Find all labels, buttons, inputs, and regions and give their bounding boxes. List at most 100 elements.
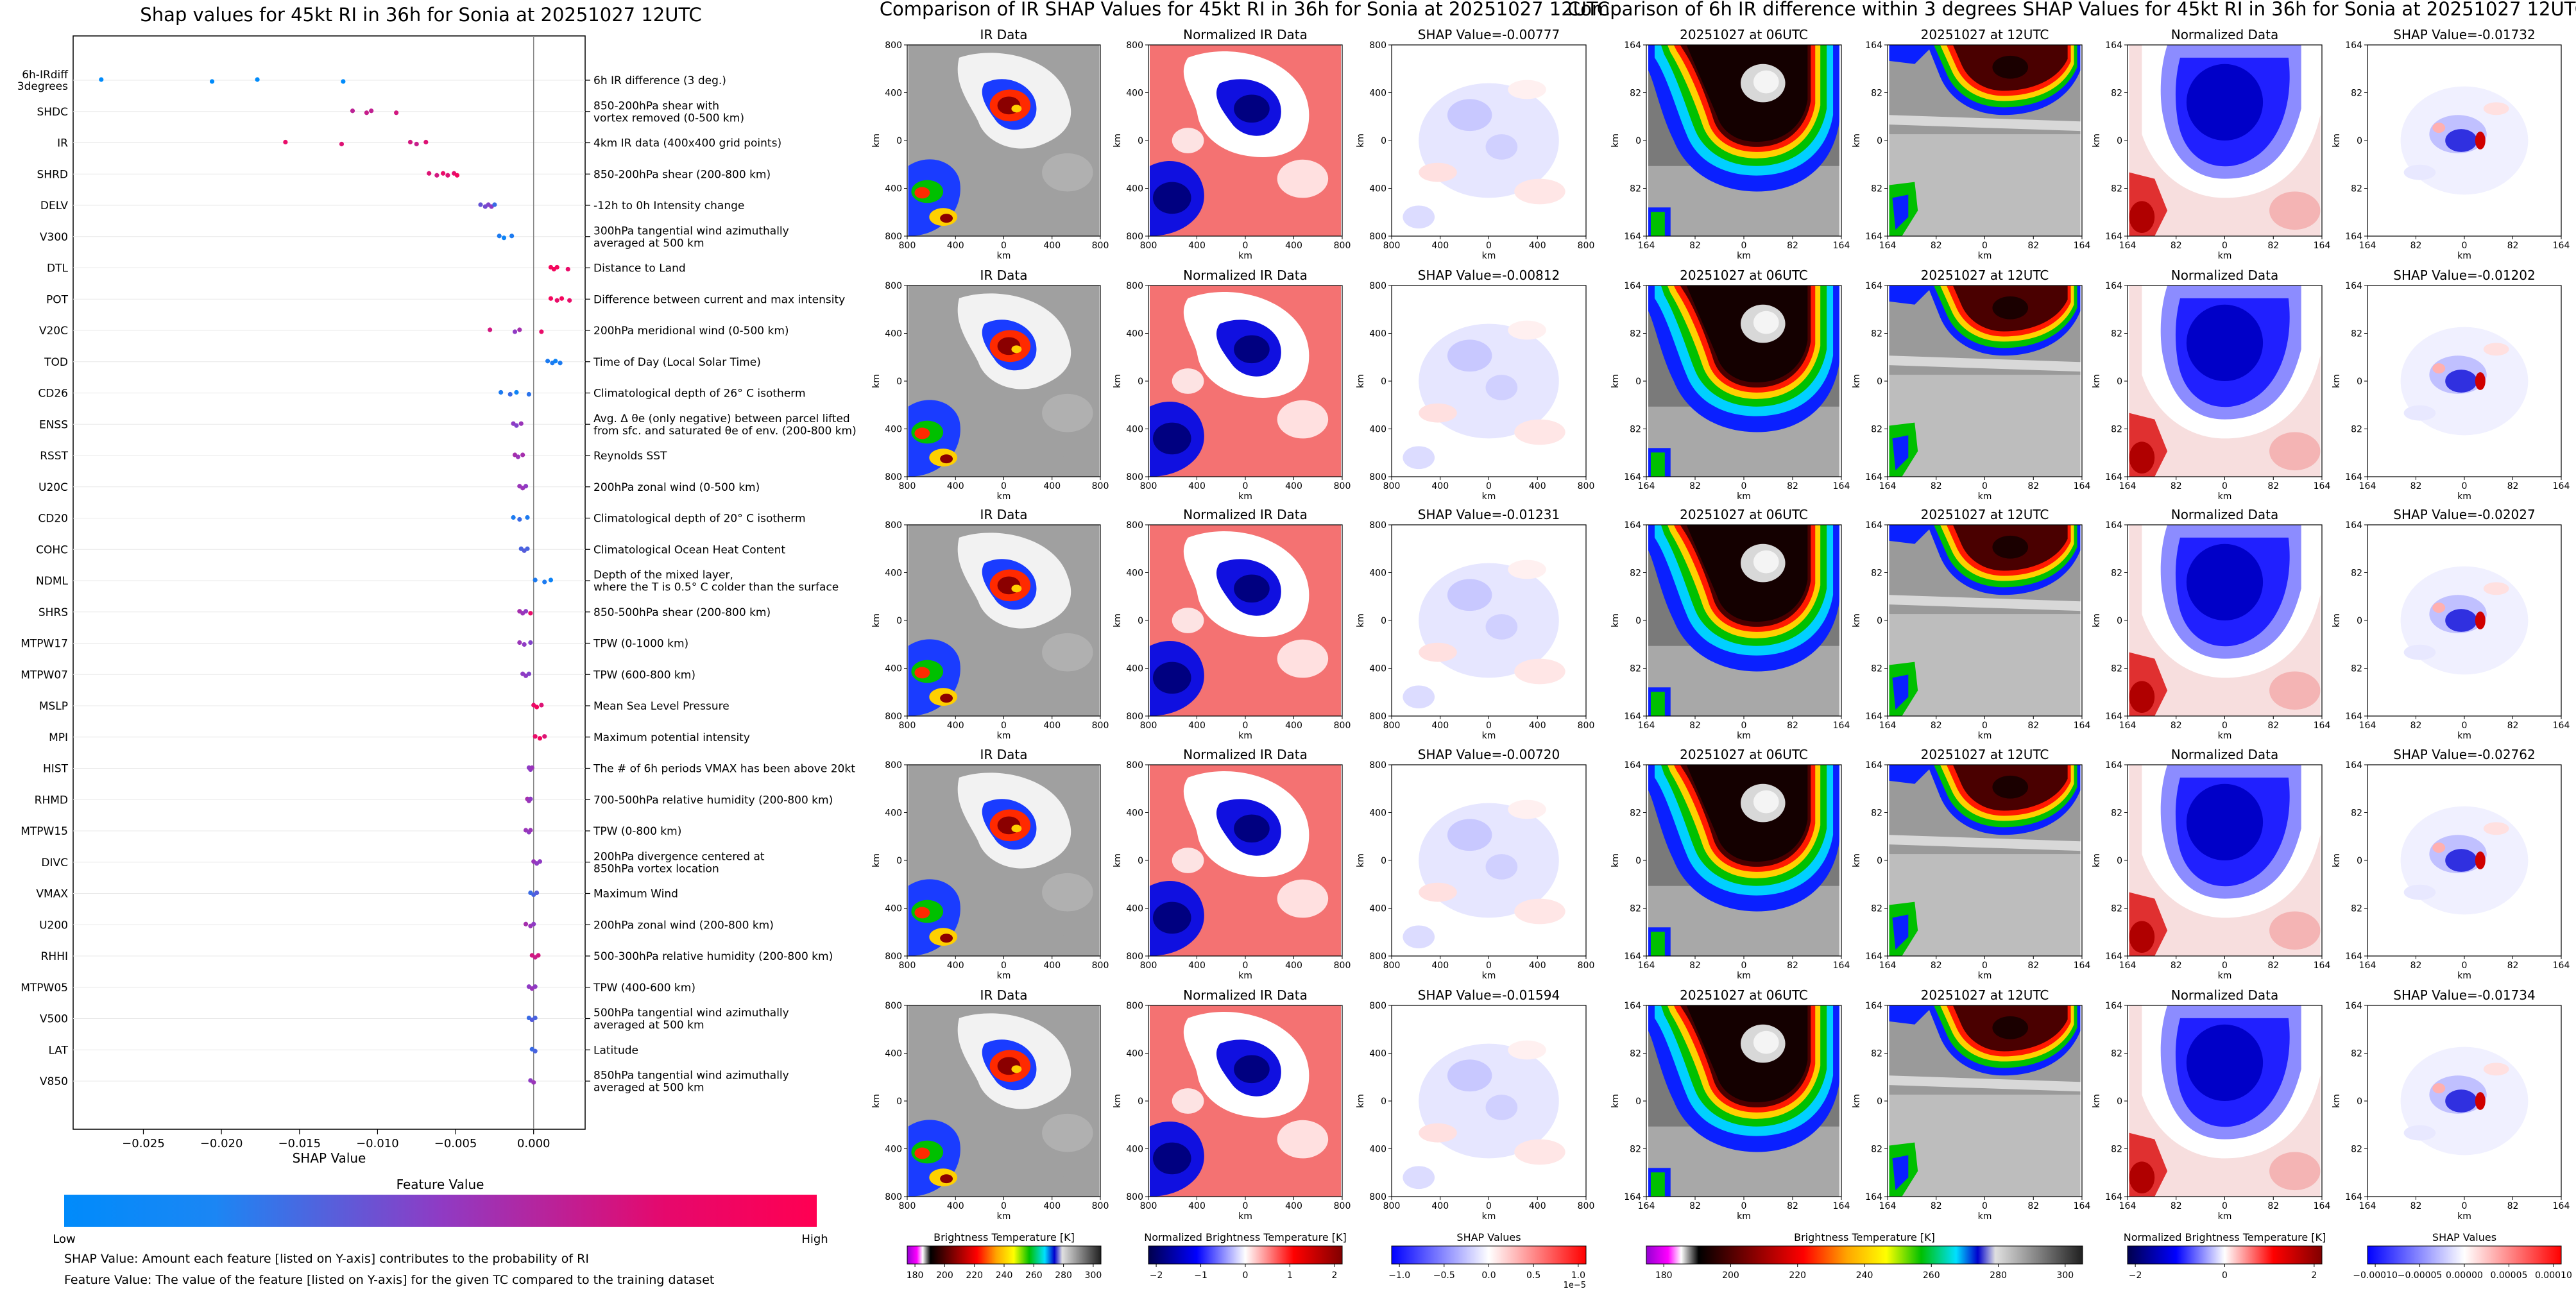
x-tick-label: 0 xyxy=(1982,960,1988,971)
y-tick-label: 164 xyxy=(1624,40,1641,51)
figure-titles: Shap values for 45kt RI in 36h for Sonia… xyxy=(140,0,2576,26)
x-tick-label: −0.010 xyxy=(356,1137,399,1150)
y-tick-label: 0 xyxy=(1138,616,1143,626)
x-tick-label: 82 xyxy=(2171,241,2182,251)
y-tick-label: 400 xyxy=(885,904,902,914)
x-tick-label: 0 xyxy=(1001,721,1007,731)
x-tick-label: 164 xyxy=(2074,721,2091,731)
y-tick-label: 800 xyxy=(885,40,902,51)
y-tick-label: 400 xyxy=(1369,664,1386,674)
x-tick-label: 82 xyxy=(2267,721,2279,731)
x-tick-label: 0 xyxy=(2462,1201,2468,1211)
diff-col3-image xyxy=(2369,1005,2560,1197)
x-axis-label: km xyxy=(1978,251,1992,261)
y-tick-label: 800 xyxy=(1369,520,1386,531)
y-tick-label: 0 xyxy=(1877,377,1882,387)
y-tick-label: 164 xyxy=(1624,1001,1641,1011)
y-tick-label: 164 xyxy=(2345,232,2362,242)
y-tick-label: 400 xyxy=(1126,425,1143,435)
x-axis-label: km xyxy=(1482,1211,1496,1222)
diff-col0-image xyxy=(1648,45,1839,236)
x-tick-label: 400 xyxy=(947,241,964,251)
y-tick-label: 0 xyxy=(2357,136,2362,146)
x-tick-label: 82 xyxy=(1787,960,1798,971)
x-tick-label: 800 xyxy=(1578,960,1595,971)
y-tick-label: 164 xyxy=(2345,281,2362,291)
shap-point xyxy=(554,264,559,270)
x-tick-label: 164 xyxy=(2119,960,2137,971)
feature-description: from sfc. and saturated θe of env. (200-… xyxy=(593,425,857,438)
x-tick-label: 164 xyxy=(2553,241,2570,251)
x-tick-label: 800 xyxy=(1383,721,1401,731)
y-tick-label: 0 xyxy=(1138,377,1143,387)
y-tick-label: 0 xyxy=(896,616,902,626)
x-tick-label: 82 xyxy=(1931,721,1942,731)
y-tick-label: 82 xyxy=(1871,1049,1882,1059)
y-axis-label: km xyxy=(871,1094,882,1108)
feature-label-mtpw15: MTPW15 xyxy=(21,825,68,838)
x-tick-label: 164 xyxy=(2119,1201,2137,1211)
diff-col0-panel: 20251027 at 06UTC1641648282008282164164k… xyxy=(1610,747,1850,981)
x-axis-label: km xyxy=(2457,971,2471,981)
ir-col1-image xyxy=(1150,45,1341,236)
y-tick-label: 0 xyxy=(1138,136,1143,146)
ir-col1-image xyxy=(1150,525,1341,716)
y-axis-label: km xyxy=(1852,613,1862,627)
y-tick-label: 800 xyxy=(1369,952,1386,962)
x-axis-label: km xyxy=(2218,731,2232,741)
plot-frame xyxy=(73,35,586,1130)
x-tick-label: 164 xyxy=(1638,721,1655,731)
x-tick-label: 0 xyxy=(1741,721,1747,731)
colorbar-tick-label: 0 xyxy=(1243,1270,1249,1281)
x-tick-label: 164 xyxy=(1879,481,1897,491)
x-axis-label: km xyxy=(997,251,1011,261)
y-tick-label: 800 xyxy=(1126,1192,1143,1202)
x-tick-label: 0 xyxy=(1001,241,1007,251)
x-tick-label: 800 xyxy=(899,721,916,731)
ir-col2-image xyxy=(1393,525,1585,716)
y-tick-label: 0 xyxy=(1877,136,1882,146)
x-tick-label: 800 xyxy=(1578,241,1595,251)
x-tick-label: 400 xyxy=(1431,1201,1449,1211)
y-tick-label: 82 xyxy=(1630,425,1641,435)
x-axis-label: km xyxy=(1978,971,1992,981)
y-tick-label: 82 xyxy=(2111,89,2122,99)
y-tick-label: 164 xyxy=(1865,952,1882,962)
diff-col0-panel: 20251027 at 06UTC1641648282008282164164k… xyxy=(1610,27,1850,261)
y-tick-label: 164 xyxy=(1624,281,1641,291)
feature-label-cd20: CD20 xyxy=(38,513,68,525)
feature-label-mpi: MPI xyxy=(49,731,68,744)
colorbar-label: Brightness Temperature [K] xyxy=(934,1231,1075,1243)
colorbar-tick-label: 1.0 xyxy=(1571,1270,1585,1281)
diff-col3-title: SHAP Value=-0.01202 xyxy=(2393,268,2535,283)
x-tick-label: 800 xyxy=(1383,960,1401,971)
feature-label-ndml: NDML xyxy=(36,575,68,588)
y-tick-label: 800 xyxy=(1369,1192,1386,1202)
x-tick-label: 164 xyxy=(2314,1201,2331,1211)
diff-col2-panel: Normalized Data1641648282008282164164kmk… xyxy=(2092,747,2330,981)
y-tick-label: 800 xyxy=(885,281,902,291)
y-tick-label: 164 xyxy=(2345,40,2362,51)
shap-point xyxy=(523,484,529,489)
y-tick-label: 0 xyxy=(2357,616,2362,626)
shap-point xyxy=(434,173,439,178)
y-tick-label: 82 xyxy=(2111,1049,2122,1059)
y-tick-label: 400 xyxy=(885,1049,902,1059)
colorbar-3: Brightness Temperature [K] 180 200 220 240 26… xyxy=(1646,1231,2083,1281)
shap-point xyxy=(517,327,522,332)
diff-col3-title: SHAP Value=-0.02027 xyxy=(2393,507,2535,522)
colorbar-label: Normalized Brightness Temperature [K] xyxy=(2124,1231,2326,1243)
y-tick-label: 800 xyxy=(1126,281,1143,291)
y-tick-label: 400 xyxy=(1369,425,1386,435)
shap-point xyxy=(558,361,563,366)
shap-point xyxy=(545,359,550,364)
ir-col0-image xyxy=(908,45,1100,236)
y-tick-label: 164 xyxy=(1624,952,1641,962)
y-tick-label: 82 xyxy=(1871,1145,1882,1155)
feature-description: where the T is 0.5° C colder than the su… xyxy=(593,581,839,594)
y-tick-label: 0 xyxy=(2357,1097,2362,1107)
x-axis-label: km xyxy=(1737,251,1751,261)
feature-label-v850: V850 xyxy=(40,1075,68,1088)
